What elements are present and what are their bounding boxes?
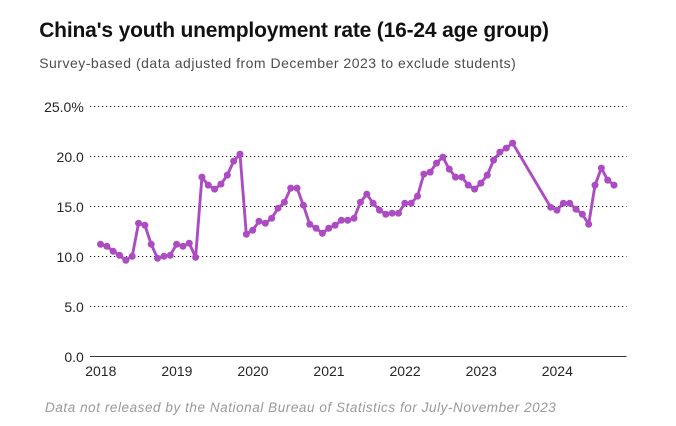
svg-text:25.0%: 25.0% — [44, 99, 84, 115]
svg-text:2020: 2020 — [237, 363, 268, 379]
svg-text:2019: 2019 — [161, 363, 192, 379]
svg-text:20.0: 20.0 — [57, 149, 84, 165]
svg-text:Survey-based (data adjusted fr: Survey-based (data adjusted from Decembe… — [39, 55, 516, 71]
svg-text:2023: 2023 — [466, 363, 497, 379]
svg-text:2024: 2024 — [542, 363, 573, 379]
svg-text:2021: 2021 — [313, 363, 344, 379]
svg-text:0.0: 0.0 — [64, 349, 84, 365]
svg-text:2022: 2022 — [390, 363, 421, 379]
svg-text:10.0: 10.0 — [57, 249, 84, 265]
svg-text:5.0: 5.0 — [64, 299, 84, 315]
svg-text:2018: 2018 — [85, 363, 116, 379]
svg-text:15.0: 15.0 — [57, 199, 84, 215]
svg-text:China's youth unemployment rat: China's youth unemployment rate (16-24 a… — [39, 19, 549, 42]
svg-text:Data not released by the Natio: Data not released by the National Bureau… — [45, 400, 556, 415]
